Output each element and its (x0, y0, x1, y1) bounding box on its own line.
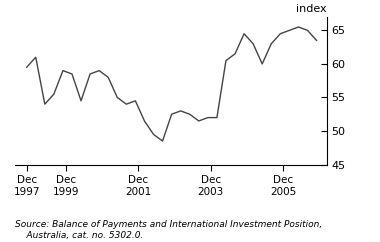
Text: index: index (296, 4, 327, 14)
Text: Source: Balance of Payments and International Investment Position,
    Australia: Source: Balance of Payments and Internat… (15, 220, 323, 240)
